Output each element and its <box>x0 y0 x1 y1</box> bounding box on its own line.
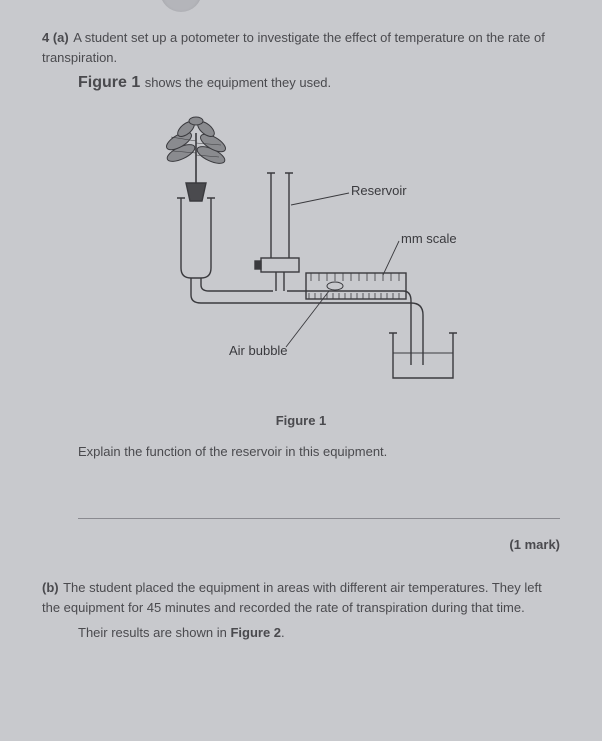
question-4a: 4 (a) A student set up a potometer to in… <box>42 28 560 67</box>
question-prompt: Explain the function of the reservoir in… <box>78 442 560 462</box>
answer-line[interactable] <box>78 491 560 519</box>
part-b-text2-bold: Figure 2 <box>230 625 281 640</box>
potometer-svg: Reservoir mm scale Air bubble <box>111 103 491 403</box>
question-intro: A student set up a potometer to investig… <box>42 30 545 65</box>
figure-caption: Figure 1 <box>42 413 560 428</box>
label-reservoir: Reservoir <box>351 183 407 198</box>
figure-ref: Figure 1 shows the equipment they used. <box>78 73 560 93</box>
marks-4a: (1 mark) <box>42 537 560 552</box>
part-b-number: (b) <box>42 580 59 595</box>
part-b-text2-suffix: . <box>281 625 285 640</box>
question-4b: (b) The student placed the equipment in … <box>42 578 560 617</box>
binder-hole <box>160 0 202 12</box>
part-b-text1: The student placed the equipment in area… <box>42 580 542 615</box>
question-number: 4 (a) <box>42 30 69 45</box>
part-b-text2-prefix: Their results are shown in <box>78 625 230 640</box>
figure-1-diagram: Reservoir mm scale Air bubble <box>42 103 560 403</box>
label-mm-scale: mm scale <box>401 231 457 246</box>
part-b-text2: Their results are shown in Figure 2. <box>78 623 560 643</box>
label-air-bubble: Air bubble <box>229 343 288 358</box>
